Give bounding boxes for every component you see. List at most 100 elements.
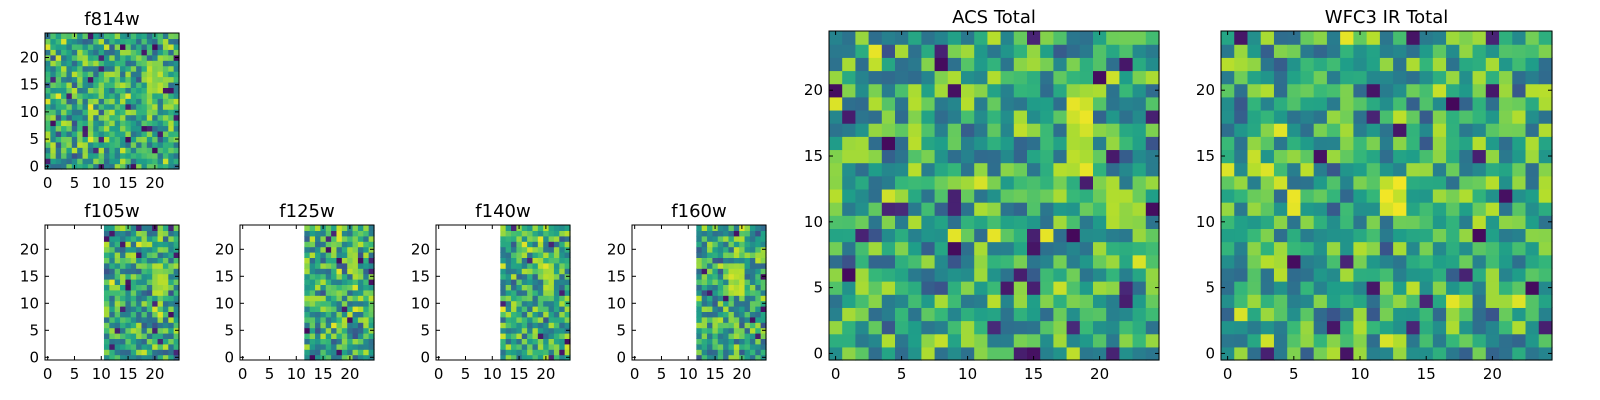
heatmap-cell [723, 322, 730, 329]
heatmap-cell [1079, 70, 1094, 85]
heatmap-cell [114, 354, 121, 361]
heatmap-cell [61, 141, 68, 148]
heatmap-cell [1313, 44, 1328, 58]
heatmap-cell [114, 273, 121, 280]
heatmap-cell [1472, 215, 1487, 229]
heatmap-cell [1247, 320, 1262, 335]
heatmap-cell [1119, 267, 1134, 282]
heatmap-cell [527, 333, 534, 339]
heatmap-cell [739, 333, 746, 339]
heatmap-cell [162, 152, 169, 159]
heatmap-cell [1353, 333, 1368, 348]
heatmap-cell [173, 103, 180, 110]
heatmap-cell [71, 130, 78, 137]
heatmap-cell [712, 268, 719, 275]
heatmap-cell [109, 349, 116, 356]
x-tick-label: 20 [1090, 365, 1109, 383]
heatmap-cell [114, 284, 121, 291]
heatmap-cell [320, 268, 327, 275]
heatmap-cell [1379, 307, 1394, 322]
heatmap-cell [352, 284, 359, 291]
heatmap-cell [1446, 188, 1460, 203]
heatmap-cell [120, 273, 126, 280]
heatmap-cell [173, 289, 180, 296]
heatmap-cell [947, 83, 962, 98]
heatmap-cell [146, 158, 153, 165]
heatmap-cell [553, 349, 560, 356]
heatmap-cell [974, 31, 988, 45]
heatmap-cell [125, 279, 132, 285]
heatmap-cell [1512, 320, 1527, 335]
heatmap-cell [1525, 44, 1540, 58]
heatmap-cell [309, 257, 316, 264]
heatmap-cell [559, 273, 566, 280]
heatmap-cell [168, 103, 175, 110]
heatmap-cell [908, 175, 922, 190]
heatmap-cell [125, 273, 132, 280]
heatmap-cell [961, 109, 975, 124]
heatmap-cell [114, 279, 121, 285]
heatmap-cell [87, 71, 94, 78]
heatmap-cell [895, 307, 909, 322]
heatmap-cell [82, 76, 89, 83]
heatmap-cell [701, 284, 708, 291]
heatmap-cell [1300, 44, 1315, 58]
y-tick-label: 5 [813, 279, 823, 297]
heatmap-cell [505, 284, 512, 291]
heatmap-cell [125, 306, 132, 312]
y-tick-label: 5 [1205, 279, 1215, 297]
heatmap-cell [755, 241, 762, 248]
heatmap-cell [130, 163, 137, 170]
heatmap-cell [136, 163, 143, 170]
heatmap-cell [1273, 83, 1288, 98]
heatmap-cell [829, 254, 843, 269]
heatmap-cell [136, 120, 143, 127]
heatmap-cell [1353, 281, 1368, 295]
heatmap-cell [739, 316, 746, 323]
heatmap-cell [152, 311, 159, 318]
heatmap-cell [77, 130, 84, 137]
heatmap-cell [162, 300, 169, 307]
heatmap-cell [120, 163, 126, 170]
heatmap-cell [934, 70, 949, 85]
heatmap-cell [1040, 202, 1054, 216]
heatmap-cell [744, 241, 751, 248]
heatmap-cell [146, 246, 153, 253]
heatmap-cell [141, 76, 148, 83]
heatmap-cell [559, 327, 566, 334]
heatmap-cell [1485, 254, 1500, 269]
heatmap-cell [511, 343, 517, 350]
heatmap-cell [701, 268, 708, 275]
heatmap-cell [500, 343, 507, 350]
heatmap-cell [1432, 228, 1447, 243]
heatmap-cell [1432, 307, 1447, 322]
heatmap-cell [114, 262, 121, 269]
heatmap-cell [733, 235, 740, 242]
heatmap-cell [701, 235, 708, 242]
heatmap-cell [309, 241, 316, 248]
heatmap-cell [974, 294, 988, 308]
heatmap-cell [564, 295, 571, 302]
heatmap-cell [1013, 188, 1028, 203]
heatmap-cell [114, 109, 121, 116]
heatmap-cell [87, 49, 94, 56]
heatmap-cell [325, 235, 332, 242]
heatmap-cell [1132, 333, 1147, 348]
heatmap-cell [548, 268, 555, 275]
heatmap-cell [331, 338, 338, 345]
heatmap-cell [66, 152, 73, 159]
heatmap-cell [868, 254, 883, 269]
heatmap-cell [733, 338, 740, 345]
heatmap-cell [717, 300, 724, 307]
heatmap-cell [559, 268, 566, 275]
heatmap-cell [109, 306, 116, 312]
heatmap-cell [1300, 123, 1315, 137]
heatmap-cell [696, 349, 703, 356]
heatmap-cell [733, 316, 740, 323]
heatmap-cell [341, 268, 348, 275]
heatmap-cell [500, 273, 507, 280]
heatmap-cell [707, 311, 713, 318]
heatmap-cell [1472, 188, 1487, 203]
